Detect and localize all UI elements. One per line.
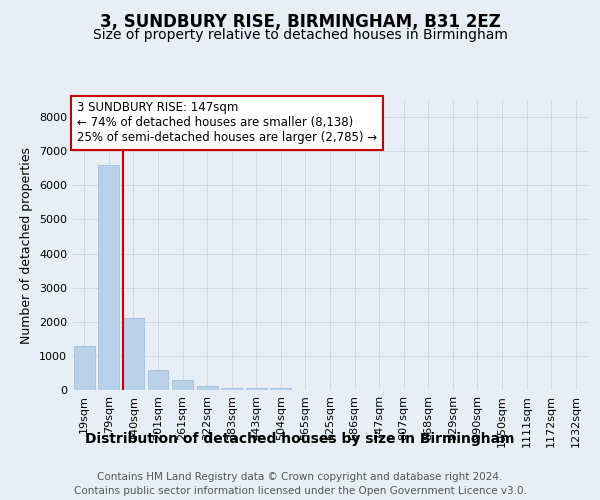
Y-axis label: Number of detached properties: Number of detached properties [20,146,34,344]
Bar [246,388,267,390]
Text: Distribution of detached houses by size in Birmingham: Distribution of detached houses by size … [85,432,515,446]
Bar [221,388,242,390]
Bar [197,386,218,390]
Bar [74,346,95,390]
Bar [98,165,119,390]
Text: 3 SUNDBURY RISE: 147sqm
← 74% of detached houses are smaller (8,138)
25% of semi: 3 SUNDBURY RISE: 147sqm ← 74% of detache… [77,102,377,144]
Bar [148,370,169,390]
Bar [271,388,292,390]
Bar [172,380,193,390]
Text: Size of property relative to detached houses in Birmingham: Size of property relative to detached ho… [92,28,508,42]
Text: Contains public sector information licensed under the Open Government Licence v3: Contains public sector information licen… [74,486,526,496]
Text: 3, SUNDBURY RISE, BIRMINGHAM, B31 2EZ: 3, SUNDBURY RISE, BIRMINGHAM, B31 2EZ [100,12,500,30]
Text: Contains HM Land Registry data © Crown copyright and database right 2024.: Contains HM Land Registry data © Crown c… [97,472,503,482]
Bar [123,318,144,390]
